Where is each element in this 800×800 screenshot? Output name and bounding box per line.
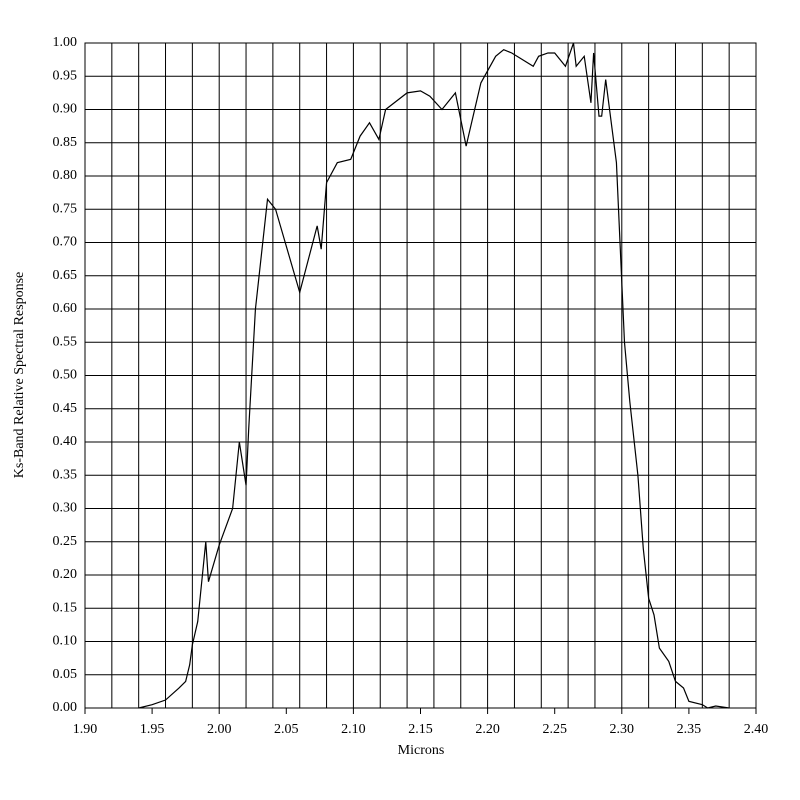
y-tick-label: 0.20	[53, 567, 78, 582]
y-tick-label: 0.65	[53, 268, 78, 283]
x-tick-label: 2.40	[744, 722, 769, 737]
y-tick-label: 0.45	[53, 401, 78, 416]
x-tick-label: 2.20	[475, 722, 500, 737]
y-tick-label: 0.15	[53, 600, 78, 615]
data-line	[138, 42, 730, 709]
y-tick-label: 1.00	[53, 35, 78, 50]
x-tick-label: 2.25	[542, 722, 567, 737]
y-tick-label: 0.85	[53, 135, 78, 150]
x-tick-label: 2.10	[341, 722, 366, 737]
y-tick-label: 0.40	[53, 434, 78, 449]
y-tick-label: 0.00	[53, 700, 78, 715]
plot-frame	[84, 42, 757, 709]
x-tick-label: 1.90	[73, 722, 98, 737]
y-tick-label: 0.80	[53, 168, 78, 183]
y-tick-label: 0.95	[53, 68, 78, 83]
y-tick-label: 0.70	[53, 235, 78, 250]
y-tick-label: 0.35	[53, 467, 78, 482]
y-tick-label: 0.60	[53, 301, 78, 316]
x-tick-label: 2.05	[274, 722, 299, 737]
y-tick-label: 0.90	[53, 102, 78, 117]
y-tick-label: 0.55	[53, 334, 78, 349]
x-tick-label: 2.15	[408, 722, 433, 737]
x-tick-label: 2.30	[610, 722, 635, 737]
y-axis-label: Ks-Band Relative Spectral Response	[12, 272, 27, 478]
x-axis-label: Microns	[398, 743, 445, 758]
y-tick-label: 0.30	[53, 501, 78, 516]
y-tick-label: 0.10	[53, 634, 78, 649]
y-tick-label: 0.75	[53, 201, 78, 216]
x-tick-label: 1.95	[140, 722, 165, 737]
x-tick-label: 2.00	[207, 722, 232, 737]
y-tick-label: 0.25	[53, 534, 78, 549]
y-tick-label: 0.50	[53, 368, 78, 383]
x-tick-label: 2.35	[677, 722, 702, 737]
y-tick-label: 0.05	[53, 667, 78, 682]
